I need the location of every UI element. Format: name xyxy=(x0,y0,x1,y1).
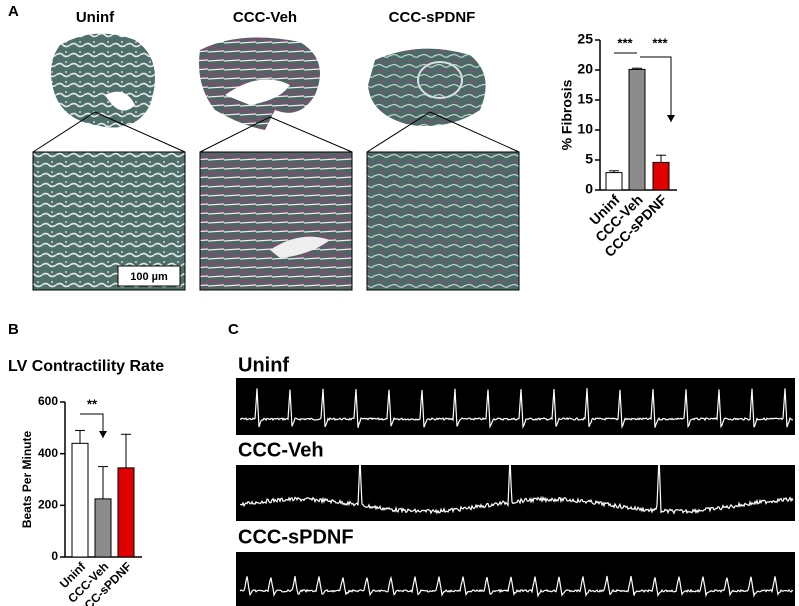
y-tick-label: 600 xyxy=(38,394,58,408)
ring xyxy=(417,61,463,99)
bar xyxy=(117,467,135,558)
zoom-image xyxy=(366,151,520,291)
zoom-image xyxy=(199,151,353,291)
y-tick-label: 400 xyxy=(38,446,58,460)
image-title: Uninf xyxy=(76,9,115,26)
significance: ** xyxy=(87,396,98,411)
arrow-head xyxy=(667,115,675,122)
error-bar xyxy=(98,466,108,499)
significance: *** xyxy=(617,35,633,50)
significance: *** xyxy=(652,35,668,50)
histology: 100 µm xyxy=(32,33,520,291)
lumen xyxy=(225,79,290,105)
lumen xyxy=(105,91,135,111)
y-tick-label: 15 xyxy=(577,91,593,107)
ecg-trace xyxy=(239,575,794,598)
image-title: CCC-sPDNF xyxy=(389,9,476,26)
trace-label: CCC-Veh xyxy=(238,439,324,461)
error-bar xyxy=(632,67,642,70)
panel-label: A xyxy=(8,3,19,20)
scale-bar-box xyxy=(117,265,181,287)
bar xyxy=(71,442,89,558)
bar xyxy=(628,68,646,191)
y-axis-label: % Fibrosis xyxy=(559,79,575,150)
y-tick-label: 0 xyxy=(51,549,58,563)
lumen xyxy=(270,236,330,258)
heart-section xyxy=(51,33,155,128)
zoom-lines xyxy=(32,111,520,153)
y-tick-label: 200 xyxy=(38,498,58,512)
bar xyxy=(605,172,623,191)
image-title: CCC-Veh xyxy=(233,9,297,26)
panel-label: B xyxy=(8,321,19,338)
error-bar xyxy=(121,433,131,468)
bar xyxy=(94,498,112,558)
y-axis-label: Beats Per Minute xyxy=(20,430,34,528)
trace-label: CCC-sPDNF xyxy=(238,526,354,548)
panel-label: C xyxy=(228,321,239,338)
y-tick-label: 10 xyxy=(577,121,593,137)
error-bar xyxy=(75,429,85,444)
ecg-trace xyxy=(239,457,794,515)
trace-background xyxy=(236,552,795,606)
arrow-head xyxy=(99,431,107,438)
y-tick-label: 20 xyxy=(577,61,593,77)
error-bar xyxy=(656,154,666,163)
ecg-trace xyxy=(239,388,794,430)
trace-background xyxy=(236,378,795,435)
y-tick-label: 0 xyxy=(585,181,593,197)
significance-bracket xyxy=(640,56,672,122)
trace-label: Uninf xyxy=(238,354,289,376)
y-tick-label: 25 xyxy=(577,31,593,47)
significance-bracket xyxy=(80,413,104,438)
y-tick-label: 5 xyxy=(585,151,593,167)
scale-bar-label: 100 µm xyxy=(130,271,168,283)
chart-title: LV Contractility Rate xyxy=(8,358,164,375)
error-bar xyxy=(609,170,619,173)
trace-background xyxy=(236,465,795,521)
bar xyxy=(652,161,670,191)
